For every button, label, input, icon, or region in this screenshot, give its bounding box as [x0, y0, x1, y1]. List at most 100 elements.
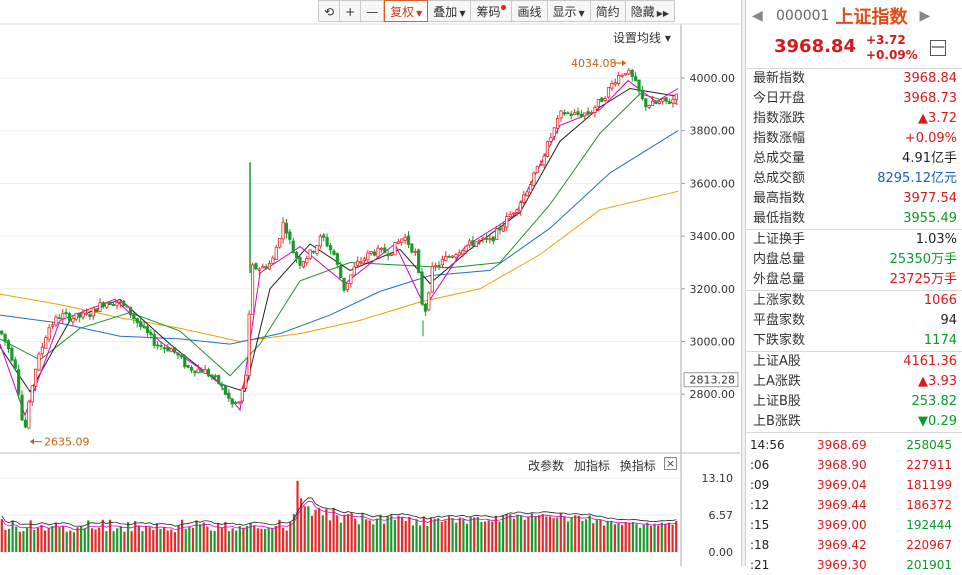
candle-body — [379, 247, 383, 250]
candle-body — [159, 345, 163, 347]
volume-bar — [0, 519, 3, 552]
moving-average-line — [0, 93, 679, 377]
toolbar-chips-button[interactable]: 筹码 — [471, 0, 513, 22]
price-tick-label: 3600.00 — [690, 177, 736, 190]
volume-bar — [134, 520, 137, 552]
toolbar-zoom-in-button[interactable]: + — [340, 0, 362, 22]
close-indicator-icon[interactable]: × — [664, 457, 677, 470]
candle-body — [311, 250, 316, 253]
change-percent: +0.09% — [866, 48, 918, 62]
candle-body — [383, 247, 387, 254]
volume-bar — [235, 530, 238, 552]
volume-bar — [520, 515, 523, 552]
volume-bar — [429, 518, 433, 552]
candle-body — [532, 172, 536, 186]
ma-settings-dropdown[interactable]: 设置均线 ▾ — [613, 31, 671, 45]
volume-bar — [556, 517, 559, 552]
candle-body — [128, 306, 133, 316]
change-params-button[interactable]: 改参数 — [528, 459, 565, 473]
volume-bar — [447, 516, 451, 552]
volume-bar — [256, 528, 259, 552]
stat-value: 94 — [940, 313, 957, 328]
toolbar-zoom-out-button[interactable]: — — [361, 0, 385, 22]
collapse-icon[interactable]: — — [930, 39, 946, 56]
stat-label: 总成交额 — [753, 171, 806, 186]
toolbar-simple-button[interactable]: 简约 — [590, 0, 626, 22]
candle-body — [593, 106, 597, 113]
volume-bar — [350, 512, 353, 552]
prev-stock-icon[interactable]: ◀ — [752, 8, 763, 24]
volume-bar — [397, 515, 400, 552]
volume-bar — [451, 518, 454, 552]
candle-body — [23, 419, 28, 428]
volume-bar — [426, 526, 429, 552]
volume-bar — [245, 526, 249, 552]
volume-bar — [224, 522, 227, 552]
volume-bar — [90, 528, 94, 552]
stat-value: 8295.12亿元 — [877, 171, 957, 186]
toolbar-draw-button[interactable]: 画线 — [512, 0, 548, 22]
stat-label: 外盘总量 — [753, 272, 806, 287]
panel-splitter[interactable] — [741, 0, 746, 566]
stat-row: 指数涨跌 ▲3.72 — [746, 109, 962, 129]
candle-body — [10, 347, 14, 361]
candle-body — [223, 385, 228, 395]
candle-body — [542, 155, 546, 166]
candle-body — [559, 110, 563, 119]
volume-bar — [62, 526, 65, 552]
volume-bar — [624, 522, 627, 552]
volume-bar — [476, 516, 479, 552]
tick-volume: 181199 — [906, 478, 952, 492]
volume-bar — [617, 522, 620, 552]
volume-bar — [523, 519, 526, 552]
volume-bar — [144, 526, 148, 552]
volume-bar — [188, 526, 191, 552]
volume-bar — [227, 531, 231, 552]
kline-chart-area[interactable]: 4000.00 3800.00 3600.00 3400.00 3200.00 3000.… — [0, 0, 740, 566]
volume-bar — [548, 516, 552, 552]
quote-stats: 最新指数 3968.84 今日开盘 3968.73 指数涨跌 ▲3.72 指数涨幅 +0.09… — [746, 69, 962, 433]
candle-body — [376, 247, 380, 258]
stat-row: 最低指数 3955.49 — [746, 209, 962, 229]
volume-bar — [282, 527, 285, 552]
price-change: +3.72 +0.09% — [866, 33, 918, 63]
switch-indicator-button[interactable]: 换指标 — [619, 459, 656, 473]
candle-body — [345, 282, 350, 291]
toolbar-hide-button[interactable]: 隐藏 ▶▶ — [625, 0, 676, 22]
current-price: 3968.84 — [774, 36, 856, 57]
toolbar-label: 显示 — [552, 5, 577, 19]
candle-body — [389, 253, 394, 256]
candle-body — [447, 256, 451, 258]
moving-average-line — [0, 87, 679, 393]
candle-body — [217, 374, 221, 384]
toolbar-overlay-button[interactable]: 叠加 ▼ — [428, 0, 472, 22]
stat-row: 上涨家数 1066 — [746, 291, 962, 311]
volume-bar — [220, 527, 223, 552]
stat-value: +0.09% — [904, 131, 957, 146]
candle-body — [393, 241, 397, 256]
candle-body — [644, 98, 648, 107]
volume-bar — [419, 525, 422, 552]
candle-body — [589, 112, 594, 114]
toolbar-display-button[interactable]: 显示 ▼ — [547, 0, 591, 22]
candle-body — [491, 236, 495, 242]
candle-body — [274, 247, 278, 261]
volume-bar — [69, 530, 72, 552]
toolbar-reset-button[interactable]: ⟲ — [318, 0, 341, 22]
volume-bar — [675, 520, 678, 552]
toolbar-restore-rights-button[interactable]: 复权 ▼ — [384, 0, 429, 22]
kline-chart-svg[interactable]: 4000.00 3800.00 3600.00 3400.00 3200.00 3000.… — [0, 0, 740, 566]
next-stock-icon[interactable]: ▶ — [919, 8, 931, 24]
volume-bar — [314, 509, 317, 552]
candle-body — [481, 238, 485, 240]
volume-bar — [65, 531, 68, 552]
plus-icon: + — [345, 5, 356, 19]
candle-body — [122, 300, 126, 306]
stat-row: 指数涨幅 +0.09% — [746, 129, 962, 149]
add-indicator-button[interactable]: 加指标 — [573, 459, 610, 473]
tick-time: :06 — [750, 458, 770, 472]
tick-price: 3968.90 — [817, 458, 867, 472]
tick-time: 14:56 — [750, 438, 785, 452]
volume-bar — [458, 517, 461, 552]
candle-body — [271, 257, 275, 264]
